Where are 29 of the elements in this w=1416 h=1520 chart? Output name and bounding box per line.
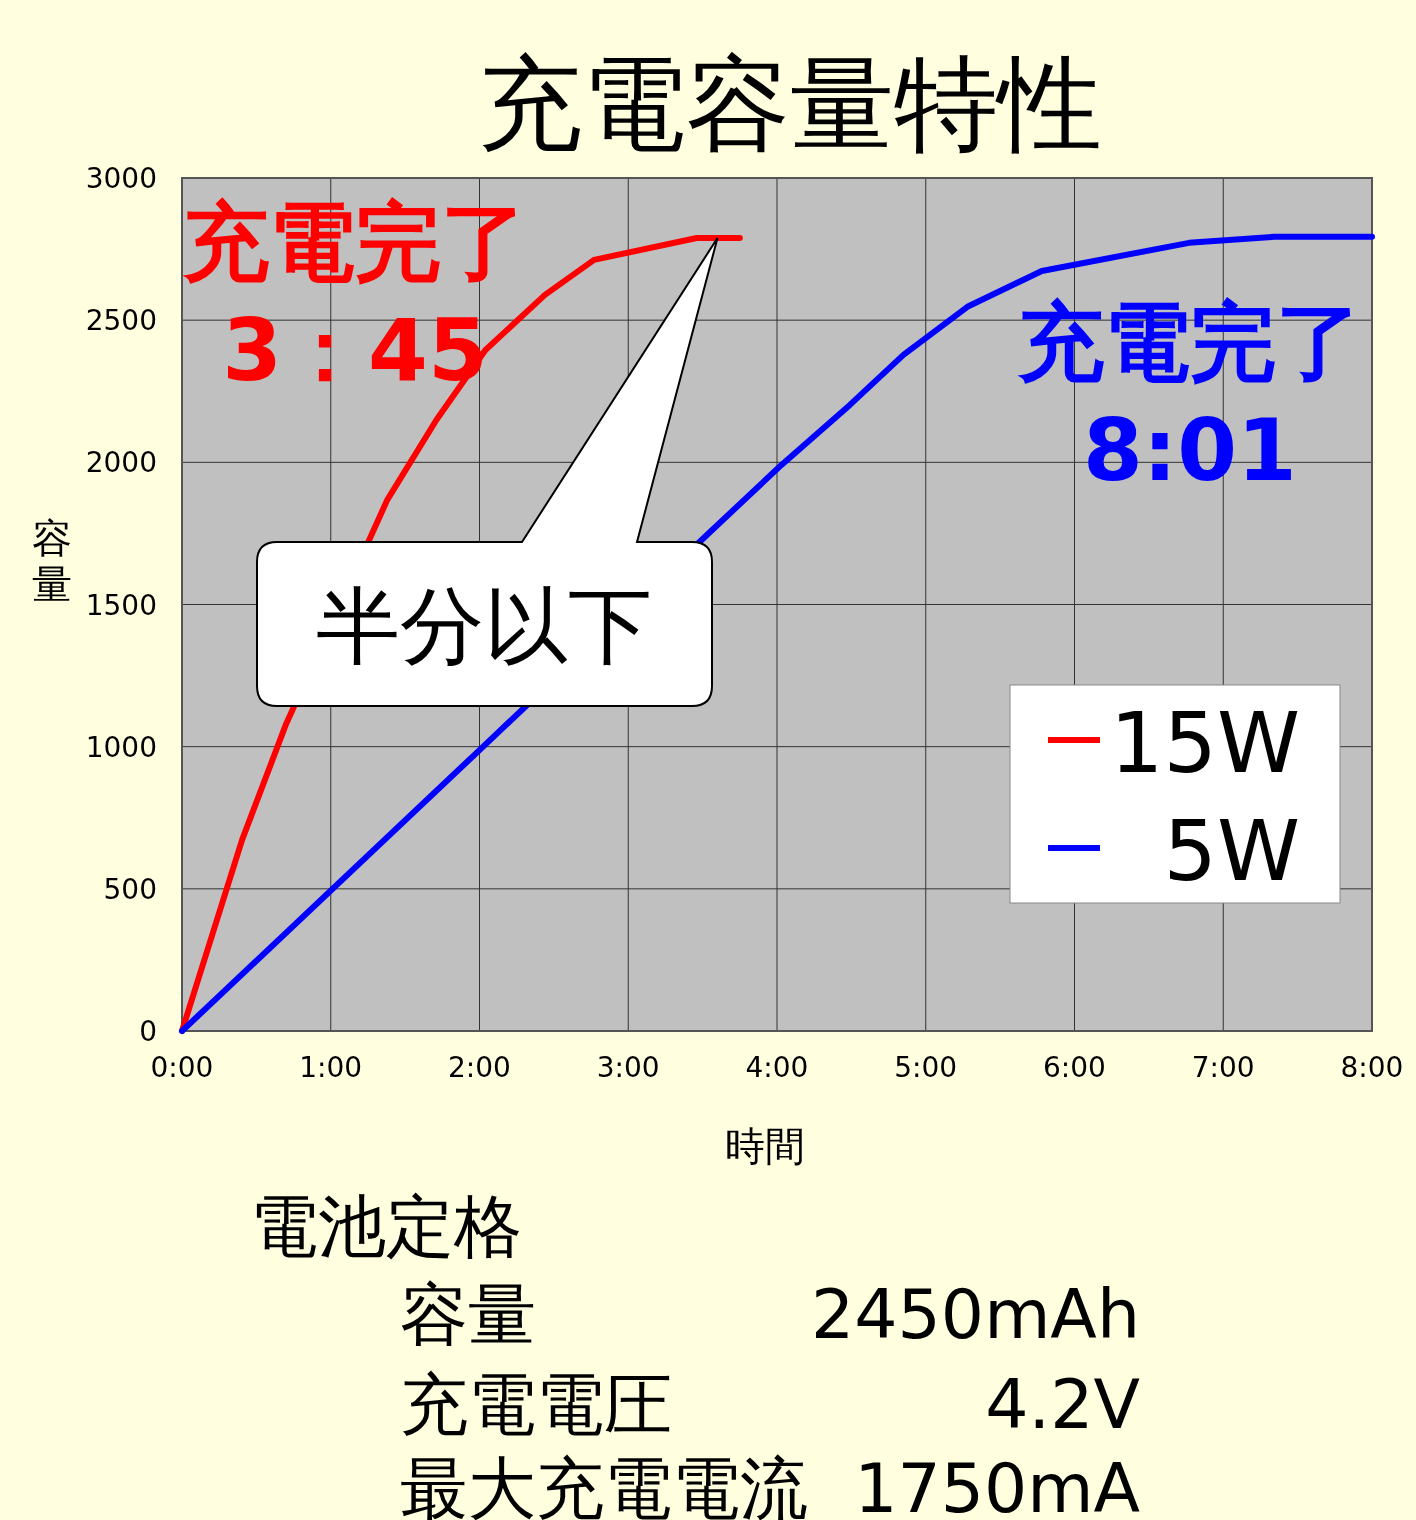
x-tick-label: 2:00 (448, 1051, 511, 1084)
y-tick-label: 3000 (85, 162, 157, 195)
y-tick-label: 500 (103, 872, 157, 906)
x-tick-label: 5:00 (894, 1051, 958, 1084)
legend-label: 5W (1163, 802, 1300, 900)
y-tick-label: 2000 (85, 446, 157, 480)
y-tick-label: 1500 (85, 588, 157, 622)
y-tick-label: 0 (139, 1015, 157, 1048)
y-tick-label: 2500 (85, 304, 157, 338)
text: 最大充電電流 (400, 1449, 808, 1520)
x-tick-label: 4:00 (745, 1051, 809, 1084)
text: 容量 (400, 1275, 536, 1354)
text: 充電電圧 (400, 1365, 672, 1444)
x-tick-label: 3:00 (596, 1051, 660, 1084)
legend-label: 15W (1110, 694, 1300, 792)
text: 2450mAh (811, 1275, 1140, 1354)
x-tick-label: 1:00 (299, 1051, 363, 1084)
y-axis-title: 容量 (32, 515, 72, 607)
text: 4.2V (985, 1365, 1140, 1444)
x-tick-label: 0:00 (150, 1051, 214, 1084)
chart-title: 充電容量特性 (478, 43, 1102, 165)
x-tick-label: 8:00 (1340, 1051, 1404, 1084)
y-tick-label: 1000 (85, 730, 157, 764)
annotation: 半分以下 (316, 577, 652, 675)
text: 1750mA (854, 1449, 1140, 1520)
x-tick-label: 6:00 (1043, 1051, 1106, 1084)
x-axis-title: 時間 (725, 1123, 805, 1169)
x-tick-label: 7:00 (1191, 1051, 1255, 1084)
text: 電池定格 (250, 1187, 522, 1266)
